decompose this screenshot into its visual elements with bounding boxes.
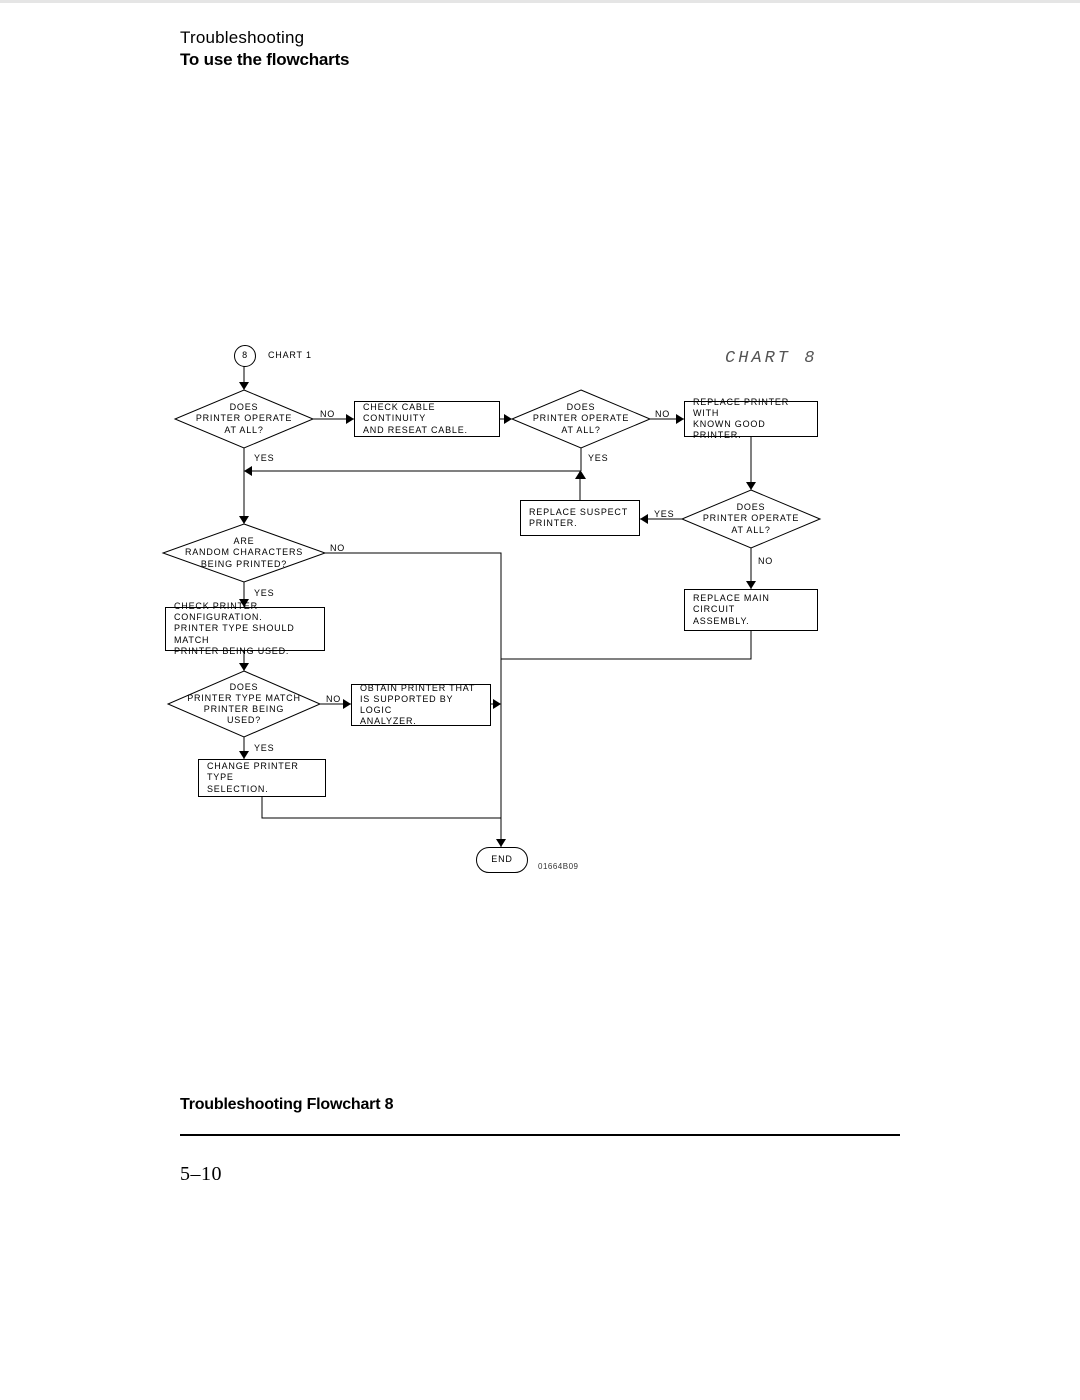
decision-d3-label: DOESPRINTER OPERATEAT ALL? xyxy=(703,502,799,536)
decision-d2: DOESPRINTER OPERATEAT ALL? xyxy=(512,390,650,448)
edge-label-dt-no: NO xyxy=(326,694,341,704)
edge-label-d2-no: NO xyxy=(655,409,670,419)
end-terminator-label: END xyxy=(491,854,512,865)
decision-d1-label: DOESPRINTER OPERATEAT ALL? xyxy=(196,402,292,436)
edge-label-dr-yes: YES xyxy=(254,588,274,598)
edge-label-d2-yes: YES xyxy=(588,453,608,463)
document-page: Troubleshooting To use the flowcharts CH… xyxy=(0,0,1080,1400)
decision-random: ARERANDOM CHARACTERSBEING PRINTED? xyxy=(163,524,325,582)
start-connector: 8 xyxy=(234,345,256,367)
process-replace-suspect-label: REPLACE SUSPECTPRINTER. xyxy=(529,507,628,530)
process-check-config: CHECK PRINTER CONFIGURATION.PRINTER TYPE… xyxy=(165,607,325,651)
doc-code: 01664B09 xyxy=(538,862,578,871)
chart-title: CHART 8 xyxy=(725,349,817,368)
decision-random-label: ARERANDOM CHARACTERSBEING PRINTED? xyxy=(185,536,303,570)
process-replace-main-label: REPLACE MAIN CIRCUITASSEMBLY. xyxy=(693,593,809,627)
process-check-config-label: CHECK PRINTER CONFIGURATION.PRINTER TYPE… xyxy=(174,601,316,657)
caption-rule xyxy=(180,1134,900,1136)
edge-label-dt-yes: YES xyxy=(254,743,274,753)
decision-d3: DOESPRINTER OPERATEAT ALL? xyxy=(682,490,820,548)
decision-d1: DOESPRINTER OPERATEAT ALL? xyxy=(175,390,313,448)
end-terminator: END xyxy=(476,847,528,873)
start-connector-label: 8 xyxy=(242,350,248,361)
process-replace-main: REPLACE MAIN CIRCUITASSEMBLY. xyxy=(684,589,818,631)
edge-label-d3-yes: YES xyxy=(654,509,674,519)
decision-type: DOESPRINTER TYPE MATCHPRINTER BEINGUSED? xyxy=(168,671,320,737)
header-subtitle: To use the flowcharts xyxy=(180,50,349,70)
flow-edges xyxy=(0,3,1080,1400)
process-obtain-label: OBTAIN PRINTER THATIS SUPPORTED BY LOGIC… xyxy=(360,683,482,728)
process-replace-suspect: REPLACE SUSPECTPRINTER. xyxy=(520,500,640,536)
header-section: Troubleshooting xyxy=(180,28,304,48)
process-check-cable: CHECK CABLE CONTINUITYAND RESEAT CABLE. xyxy=(354,401,500,437)
decision-type-label: DOESPRINTER TYPE MATCHPRINTER BEINGUSED? xyxy=(187,682,301,727)
process-change-type: CHANGE PRINTER TYPESELECTION. xyxy=(198,759,326,797)
decision-d2-label: DOESPRINTER OPERATEAT ALL? xyxy=(533,402,629,436)
edge-label-d1-yes: YES xyxy=(254,453,274,463)
page-number: 5–10 xyxy=(180,1163,222,1186)
process-change-type-label: CHANGE PRINTER TYPESELECTION. xyxy=(207,761,317,795)
start-ref-label: CHART 1 xyxy=(268,350,312,360)
figure-caption: Troubleshooting Flowchart 8 xyxy=(180,1096,393,1114)
process-replace-known-label: REPLACE PRINTER WITHKNOWN GOOD PRINTER. xyxy=(693,397,809,442)
edge-label-d1-no: NO xyxy=(320,409,335,419)
process-check-cable-label: CHECK CABLE CONTINUITYAND RESEAT CABLE. xyxy=(363,402,491,436)
edge-label-dr-no: NO xyxy=(330,543,345,553)
process-obtain: OBTAIN PRINTER THATIS SUPPORTED BY LOGIC… xyxy=(351,684,491,726)
edge-label-d3-no: NO xyxy=(758,556,773,566)
process-replace-known: REPLACE PRINTER WITHKNOWN GOOD PRINTER. xyxy=(684,401,818,437)
